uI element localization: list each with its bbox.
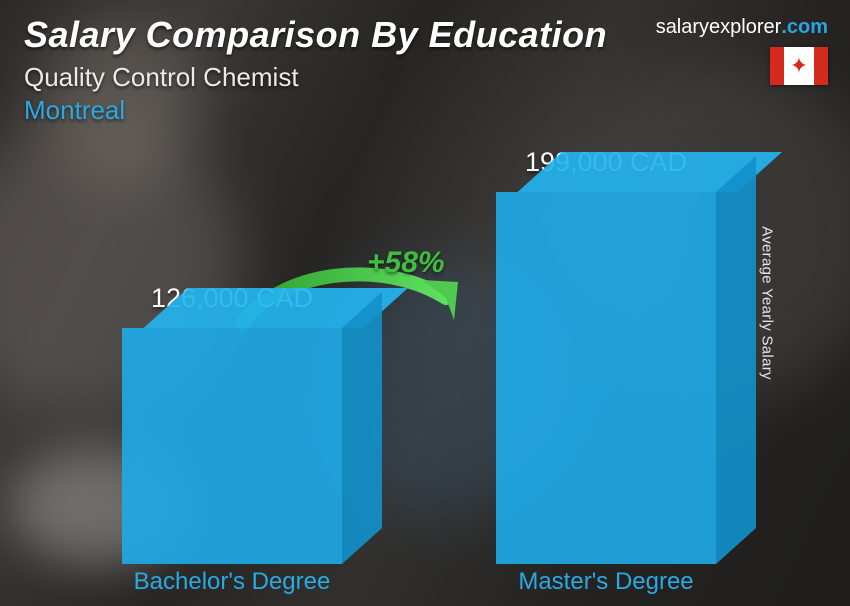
brand-part1: salary [656,16,709,38]
brand-block: salaryexplorer.com ✦ [656,16,828,85]
chart-subtitle-location: Montreal [24,95,607,126]
infographic-stage: Salary Comparison By Education Quality C… [0,0,850,606]
flag-center: ✦ [784,47,814,85]
bar-3d-shape [122,328,342,564]
brand-part3: .com [781,16,828,38]
bar-chart: +58% 126,000 CAD Bachelor's Degree 199,000… [0,150,810,606]
title-block: Salary Comparison By Education Quality C… [24,14,607,126]
bar-category-label: Master's Degree [456,568,756,596]
maple-leaf-icon: ✦ [790,55,808,77]
chart-subtitle-role: Quality Control Chemist [24,62,607,93]
brand-part2: explorer [709,16,781,38]
bar-front [122,328,342,564]
bar-3d-shape [496,192,716,564]
bar-side [716,156,756,564]
bar-bachelor: 126,000 CAD [122,283,342,564]
brand-logo-text: salaryexplorer.com [656,16,828,39]
country-flag-icon: ✦ [770,47,828,85]
bar-master: 199,000 CAD [496,147,716,564]
chart-title: Salary Comparison By Education [24,14,607,56]
bar-side [342,292,382,564]
flag-band-right [814,47,828,85]
bar-front [496,192,716,564]
delta-percent: +58% [367,246,445,280]
flag-band-left [770,47,784,85]
bar-category-label: Bachelor's Degree [82,568,382,596]
